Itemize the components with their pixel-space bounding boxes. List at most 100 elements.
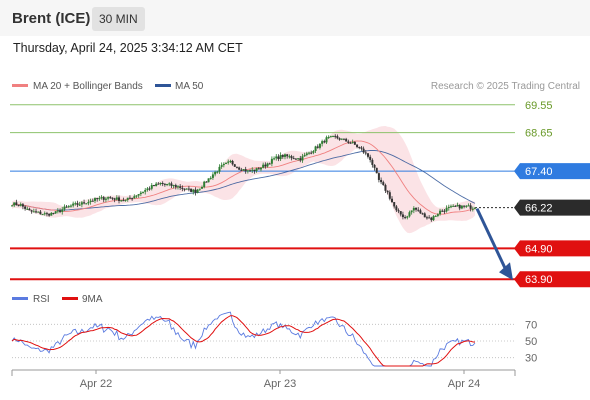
candle-body — [251, 169, 254, 171]
candle-body — [436, 214, 439, 216]
ma20-legend-label: MA 20 + Bollinger Bands — [33, 81, 143, 92]
candle-body — [458, 204, 461, 209]
rsi-legend-swatch — [12, 297, 28, 300]
candle-body — [312, 151, 315, 153]
candle-body — [404, 217, 407, 219]
candle-body — [172, 185, 175, 187]
candle-body — [203, 181, 206, 188]
candle-body — [244, 169, 247, 172]
candle-body — [85, 203, 88, 205]
candle-body — [144, 189, 147, 192]
candle-body — [19, 204, 22, 206]
research-credit: Research © 2025 Trading Central — [431, 81, 580, 92]
candle-body — [48, 213, 51, 216]
candle-body — [131, 198, 134, 200]
candle-body — [100, 197, 103, 199]
candle-body — [209, 177, 212, 179]
candle-body — [35, 211, 38, 213]
candle-body — [93, 198, 96, 201]
candle-body — [277, 156, 280, 160]
candle-body — [56, 210, 59, 212]
candle-body — [294, 158, 297, 160]
candle-body — [358, 147, 361, 149]
candle-body — [21, 204, 24, 207]
candle-body — [181, 187, 184, 189]
level-label-63.90: 63.90 — [525, 274, 553, 286]
candle-body — [342, 138, 345, 140]
ma50-legend-label: MA 50 — [175, 81, 204, 92]
candle-body — [211, 174, 214, 178]
candle-body — [264, 164, 267, 167]
candle-body — [168, 183, 171, 185]
x-tick-label: Apr 23 — [264, 378, 296, 390]
candle-body — [37, 211, 40, 213]
candle-body — [377, 173, 380, 180]
candle-body — [474, 207, 476, 209]
candle-body — [467, 205, 470, 207]
candle-body — [187, 188, 190, 190]
candle-body — [308, 152, 311, 154]
candle-body — [190, 188, 193, 192]
candle-body — [118, 197, 121, 201]
candle-body — [59, 210, 62, 212]
candle-body — [325, 137, 328, 143]
candle-body — [316, 146, 319, 148]
candle-body — [456, 204, 459, 207]
candle-body — [235, 166, 238, 168]
candle-body — [380, 179, 383, 183]
candle-body — [238, 167, 241, 170]
candle-body — [327, 137, 330, 139]
rsi-tick-50: 50 — [525, 336, 537, 348]
candle-body — [50, 212, 53, 216]
candle-body — [96, 198, 99, 200]
candle-body — [80, 202, 83, 205]
candle-body — [463, 205, 466, 207]
candle-body — [408, 212, 411, 217]
candle-body — [332, 135, 335, 137]
candle-body — [155, 183, 158, 186]
candle-body — [201, 187, 204, 189]
candle-body — [360, 147, 363, 149]
candle-body — [220, 165, 223, 167]
candle-body — [268, 163, 271, 165]
candle-body — [401, 214, 404, 218]
candle-body — [351, 141, 354, 143]
candle-body — [142, 191, 145, 193]
candle-body — [104, 198, 107, 200]
candle-body — [266, 163, 269, 167]
candle-body — [415, 207, 418, 210]
chart-datetime: Thursday, April 24, 2025 3:34:12 AM CET — [13, 41, 243, 55]
candle-body — [275, 156, 278, 159]
candle-body — [399, 211, 402, 215]
candle-body — [32, 211, 35, 213]
candle-body — [218, 166, 221, 172]
candle-body — [179, 186, 182, 188]
instrument-title: Brent (ICE) — [12, 10, 91, 27]
x-tick-label: Apr 22 — [80, 378, 112, 390]
candle-body — [24, 206, 27, 209]
candle-body — [65, 206, 68, 208]
candle-body — [292, 158, 295, 160]
candle-body — [259, 167, 262, 170]
candle-body — [255, 168, 258, 171]
candle-body — [192, 189, 195, 192]
candle-body — [137, 194, 140, 196]
timeframe-badge[interactable]: 30 MIN — [92, 7, 145, 31]
ma50-legend-swatch — [155, 84, 171, 87]
candle-body — [393, 202, 396, 207]
candle-body — [11, 205, 13, 207]
candle-body — [13, 202, 16, 206]
candle-body — [419, 210, 422, 214]
ma50-line — [11, 150, 476, 211]
candle-body — [163, 183, 166, 185]
candle-body — [406, 216, 409, 218]
candle-body — [253, 169, 256, 171]
candle-body — [15, 202, 18, 206]
rsi-ma-line — [11, 315, 476, 367]
candle-body — [17, 205, 20, 207]
rsi-plot: 70 50 30 — [11, 311, 537, 367]
candle-body — [356, 144, 359, 148]
candle-body — [299, 158, 302, 161]
candle-body — [242, 169, 245, 171]
candle-body — [43, 213, 46, 215]
